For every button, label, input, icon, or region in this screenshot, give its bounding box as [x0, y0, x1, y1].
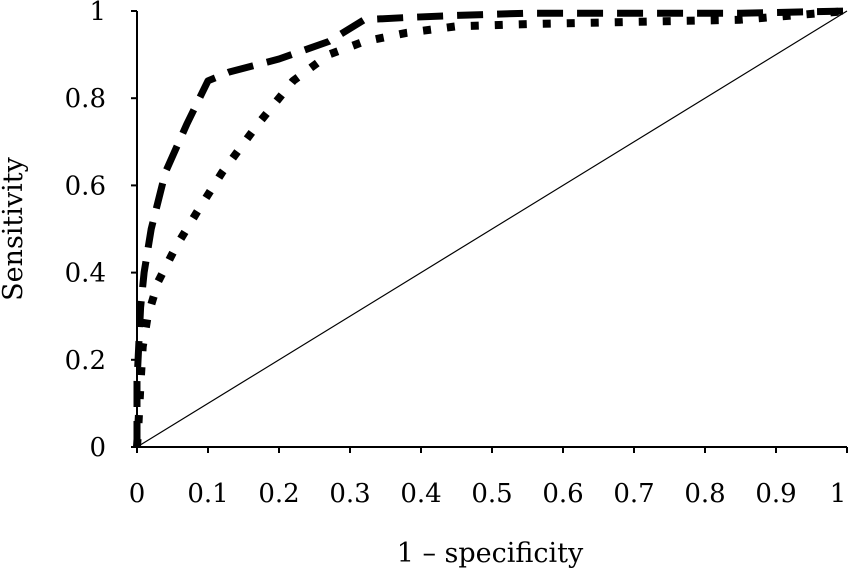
x-tick-label: 0.9 — [755, 479, 796, 509]
y-tick-label: 1 — [89, 0, 106, 27]
x-tick-label: 0.8 — [684, 479, 725, 509]
y-tick-label: 0.8 — [65, 84, 106, 114]
roc-curve-dotted — [133, 7, 848, 448]
x-tick-label: 0.6 — [542, 479, 583, 509]
x-axis-ticks: 0 0.1 0.2 0.3 0.4 0.5 0.6 0.7 0.8 0.9 1 — [129, 447, 848, 509]
x-tick-label: 0.5 — [471, 479, 512, 509]
x-tick-label: 0.7 — [613, 479, 654, 509]
y-tick-label: 0.4 — [65, 259, 106, 289]
x-tick-label: 0 — [129, 479, 146, 509]
roc-curve-dashed — [133, 7, 848, 447]
y-tick-label: 0.6 — [65, 171, 106, 201]
x-tick-label: 1 — [830, 479, 847, 509]
reference-diagonal-line — [136, 10, 848, 448]
y-tick-label: 0.2 — [65, 346, 106, 376]
x-axis-title: 1 – specificity — [397, 538, 584, 569]
x-tick-label: 0.3 — [329, 479, 370, 509]
y-tick-label: 0 — [89, 433, 106, 463]
y-axis-ticks: 0 0.2 0.4 0.6 0.8 1 — [65, 0, 137, 463]
x-tick-label: 0.4 — [400, 479, 441, 509]
x-tick-label: 0.1 — [187, 479, 228, 509]
y-axis-title: Sensitivity — [0, 156, 29, 301]
x-tick-label: 0.2 — [258, 479, 299, 509]
plot-lines — [133, 7, 848, 448]
